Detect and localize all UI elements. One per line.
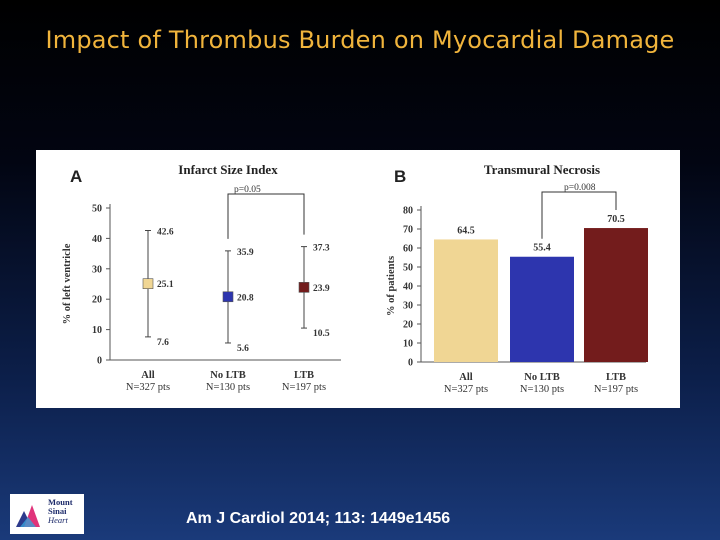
y-tick-label: 80: [403, 206, 413, 217]
y-tick-label: 0: [97, 356, 102, 367]
median-marker: [298, 282, 310, 293]
slide-title: Impact of Thrombus Burden on Myocardial …: [45, 26, 675, 54]
upper-value-label: 35.9: [237, 248, 254, 258]
bar: [510, 256, 574, 362]
y-tick-label: 30: [92, 264, 102, 275]
x-category-label: All: [141, 370, 155, 381]
citation: Am J Cardiol 2014; 113: 1449e1456: [186, 510, 451, 527]
logo-line-3: Heart: [48, 515, 68, 525]
x-category-label: All: [459, 372, 473, 383]
median-marker: [142, 278, 154, 289]
logo-line-2: Sinai: [48, 506, 67, 516]
y-tick-label: 50: [403, 263, 413, 274]
significance-bracket: [541, 191, 617, 239]
bar: [584, 228, 648, 362]
panel-letter: A: [70, 167, 82, 186]
bar-value-label: 55.4: [533, 243, 551, 254]
significance-bracket: [227, 193, 305, 239]
y-tick-label: 40: [92, 234, 102, 245]
y-axis-label: % of left ventricle: [62, 243, 73, 324]
y-tick-label: 60: [403, 244, 413, 255]
figure-panel: A Infarct Size Index 0 10 20 30 40 50 % of left …: [36, 150, 680, 408]
y-tick-label: 10: [403, 339, 413, 350]
chart-title: Transmural Necrosis: [484, 162, 600, 177]
y-tick-label: 20: [92, 295, 102, 306]
x-category-sublabel: N=130 pts: [206, 382, 250, 393]
median-value-label: 20.8: [237, 293, 254, 303]
median-marker: [222, 291, 234, 303]
upper-value-label: 37.3: [313, 244, 330, 254]
y-axis-label: % of patients: [386, 256, 397, 316]
upper-value-label: 42.6: [157, 227, 174, 237]
x-category-sublabel: N=130 pts: [520, 384, 564, 395]
panel-letter: B: [394, 167, 406, 186]
median-value-label: 23.9: [313, 284, 330, 294]
y-tick-label: 0: [408, 358, 413, 369]
y-tick-label: 50: [92, 204, 102, 215]
x-category-label: LTB: [606, 372, 626, 383]
y-tick-label: 40: [403, 282, 413, 293]
p-value-label: p=0.05: [234, 185, 261, 195]
x-category-sublabel: N=327 pts: [126, 382, 170, 393]
y-tick-label: 30: [403, 301, 413, 312]
x-category-label: No LTB: [524, 372, 560, 383]
chart-title: Infarct Size Index: [178, 162, 278, 177]
y-tick-label: 20: [403, 320, 413, 331]
bar-value-label: 70.5: [607, 214, 625, 225]
median-value-label: 25.1: [157, 280, 174, 290]
x-category-sublabel: N=327 pts: [444, 384, 488, 395]
logo-line-1: Mount: [48, 497, 73, 507]
mount-sinai-logo: Mount Sinai Heart: [10, 494, 84, 534]
lower-value-label: 7.6: [157, 338, 169, 348]
logo-mark-icon: [16, 505, 40, 527]
lower-value-label: 10.5: [313, 329, 330, 339]
x-category-label: LTB: [294, 370, 314, 381]
y-tick-label: 70: [403, 225, 413, 236]
y-tick-label: 10: [92, 325, 102, 336]
x-category-sublabel: N=197 pts: [594, 384, 638, 395]
bar: [434, 239, 498, 362]
bar-value-label: 64.5: [457, 225, 475, 236]
lower-value-label: 5.6: [237, 344, 249, 354]
chart-figure: A Infarct Size Index 0 10 20 30 40 50 % of left …: [62, 162, 648, 395]
p-value-label: p=0.008: [564, 183, 596, 193]
x-category-sublabel: N=197 pts: [282, 382, 326, 393]
x-category-label: No LTB: [210, 370, 246, 381]
